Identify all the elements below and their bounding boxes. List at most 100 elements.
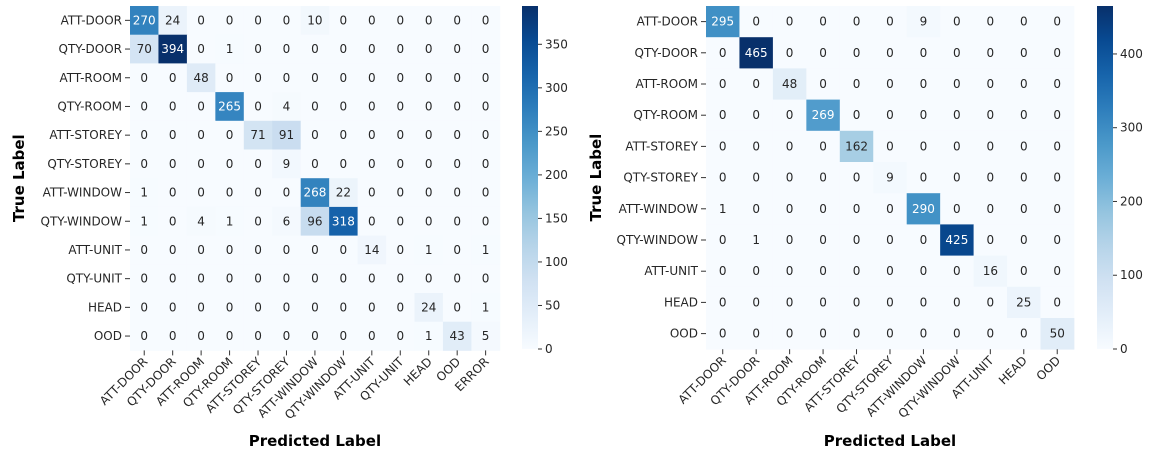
cell-value-label: 0 [819,295,827,309]
cell-value-label: 71 [250,128,265,142]
heatmap-cell [272,34,302,64]
cell-value-label: 0 [853,233,861,247]
cell-value-label: 0 [853,15,861,29]
cell-value-label: 0 [953,77,961,91]
x-tick-label: HEAD [996,353,1030,387]
heatmap-cell [1007,286,1041,319]
cell-value-label: 1 [226,214,234,228]
heatmap-cell [973,193,1008,225]
heatmap-cell [130,264,159,294]
heatmap-cell [158,264,188,294]
heatmap-cell [806,224,841,256]
heatmap-cell [1040,224,1075,256]
heatmap-cell [215,206,245,236]
cell-value-label: 0 [953,327,961,341]
cell-value-label: 0 [254,13,262,27]
cell-value-label: 0 [340,300,348,314]
heatmap-cell [873,255,908,288]
cell-value-label: 0 [425,186,433,200]
heatmap-cell [973,318,1008,350]
cell-value-label: 0 [719,295,727,309]
heatmap-cell [706,162,740,194]
y-axis-label: True Label [10,134,28,222]
cell-value-label: 0 [752,171,760,185]
cell-value-label: 0 [169,157,177,171]
cell-value-label: 0 [140,99,148,113]
colorbar-tick-label: 100 [545,255,568,269]
heatmap-cell [130,293,159,323]
cell-value-label: 4 [197,214,205,228]
heatmap-cell [186,149,216,179]
heatmap-cell [386,293,415,323]
heatmap-cell [300,321,330,351]
cell-value-label: 0 [396,186,404,200]
cell-value-label: 1 [425,329,433,343]
heatmap-cell [806,318,841,350]
cell-value-label: 0 [311,300,319,314]
heatmap-cell [739,318,774,350]
cell-value-label: 0 [987,108,995,122]
heatmap-cell [442,34,472,64]
heatmap-cell [739,99,774,132]
cell-value-label: 0 [169,71,177,85]
heatmap-cell [186,34,216,64]
heatmap-cell [158,235,188,265]
colorbar-tick-label: 350 [545,37,568,51]
cell-value-label: 1 [482,243,490,257]
heatmap-cell [706,255,740,288]
cell-value-label: 269 [812,108,835,122]
cell-value-label: 0 [140,157,148,171]
heatmap-cell [940,286,974,319]
cell-value-label: 290 [912,202,935,216]
cell-value-label: 295 [711,15,734,29]
heatmap-cell [940,255,974,288]
cell-value-label: 0 [283,71,291,85]
heatmap-cell [272,92,302,122]
cell-value-label: 0 [719,264,727,278]
heatmap-cell [414,178,444,208]
heatmap-cell [414,92,444,122]
heatmap-cell [839,162,874,194]
heatmap-cell [300,293,330,323]
cell-value-label: 0 [425,71,433,85]
y-tick-label: ATT-ROOM [635,77,698,91]
heatmap-cell [300,63,330,93]
cell-value-label: 0 [886,77,894,91]
heatmap-cell [442,63,472,93]
cell-value-label: 0 [920,171,928,185]
y-tick-label: QTY-UNIT [66,272,122,286]
heatmap-cell [357,34,387,64]
heatmap-cell [471,149,501,179]
cell-value-label: 0 [953,15,961,29]
heatmap-cell [806,162,841,194]
cell-value-label: 1 [140,186,148,200]
cell-value-label: 0 [311,272,319,286]
heatmap-cell [357,92,387,122]
cell-value-label: 0 [987,295,995,309]
cell-value-label: 0 [786,108,794,122]
cell-value-label: 0 [197,13,205,27]
heatmap-cell [300,235,330,265]
cell-value-label: 0 [368,157,376,171]
cell-value-label: 0 [786,264,794,278]
cell-value-label: 0 [1053,15,1061,29]
heatmap-cell [706,68,740,100]
heatmap-cell [186,321,216,351]
cell-value-label: 0 [819,139,827,153]
heatmap-cell [973,130,1008,163]
heatmap-cell [186,264,216,294]
heatmap-cell [873,193,908,225]
cell-value-label: 465 [745,46,768,60]
heatmap-cell [442,235,472,265]
heatmap-cell [973,255,1008,288]
colorbar-tick-label: 200 [1120,194,1143,208]
cell-value-label: 0 [987,139,995,153]
heatmap-cell [272,178,302,208]
heatmap-cell [215,63,245,93]
cell-value-label: 0 [1053,295,1061,309]
cell-value-label: 0 [311,99,319,113]
heatmap-cell [243,149,273,179]
cell-value-label: 0 [396,157,404,171]
heatmap-cell [739,193,774,225]
cell-value-label: 0 [140,128,148,142]
